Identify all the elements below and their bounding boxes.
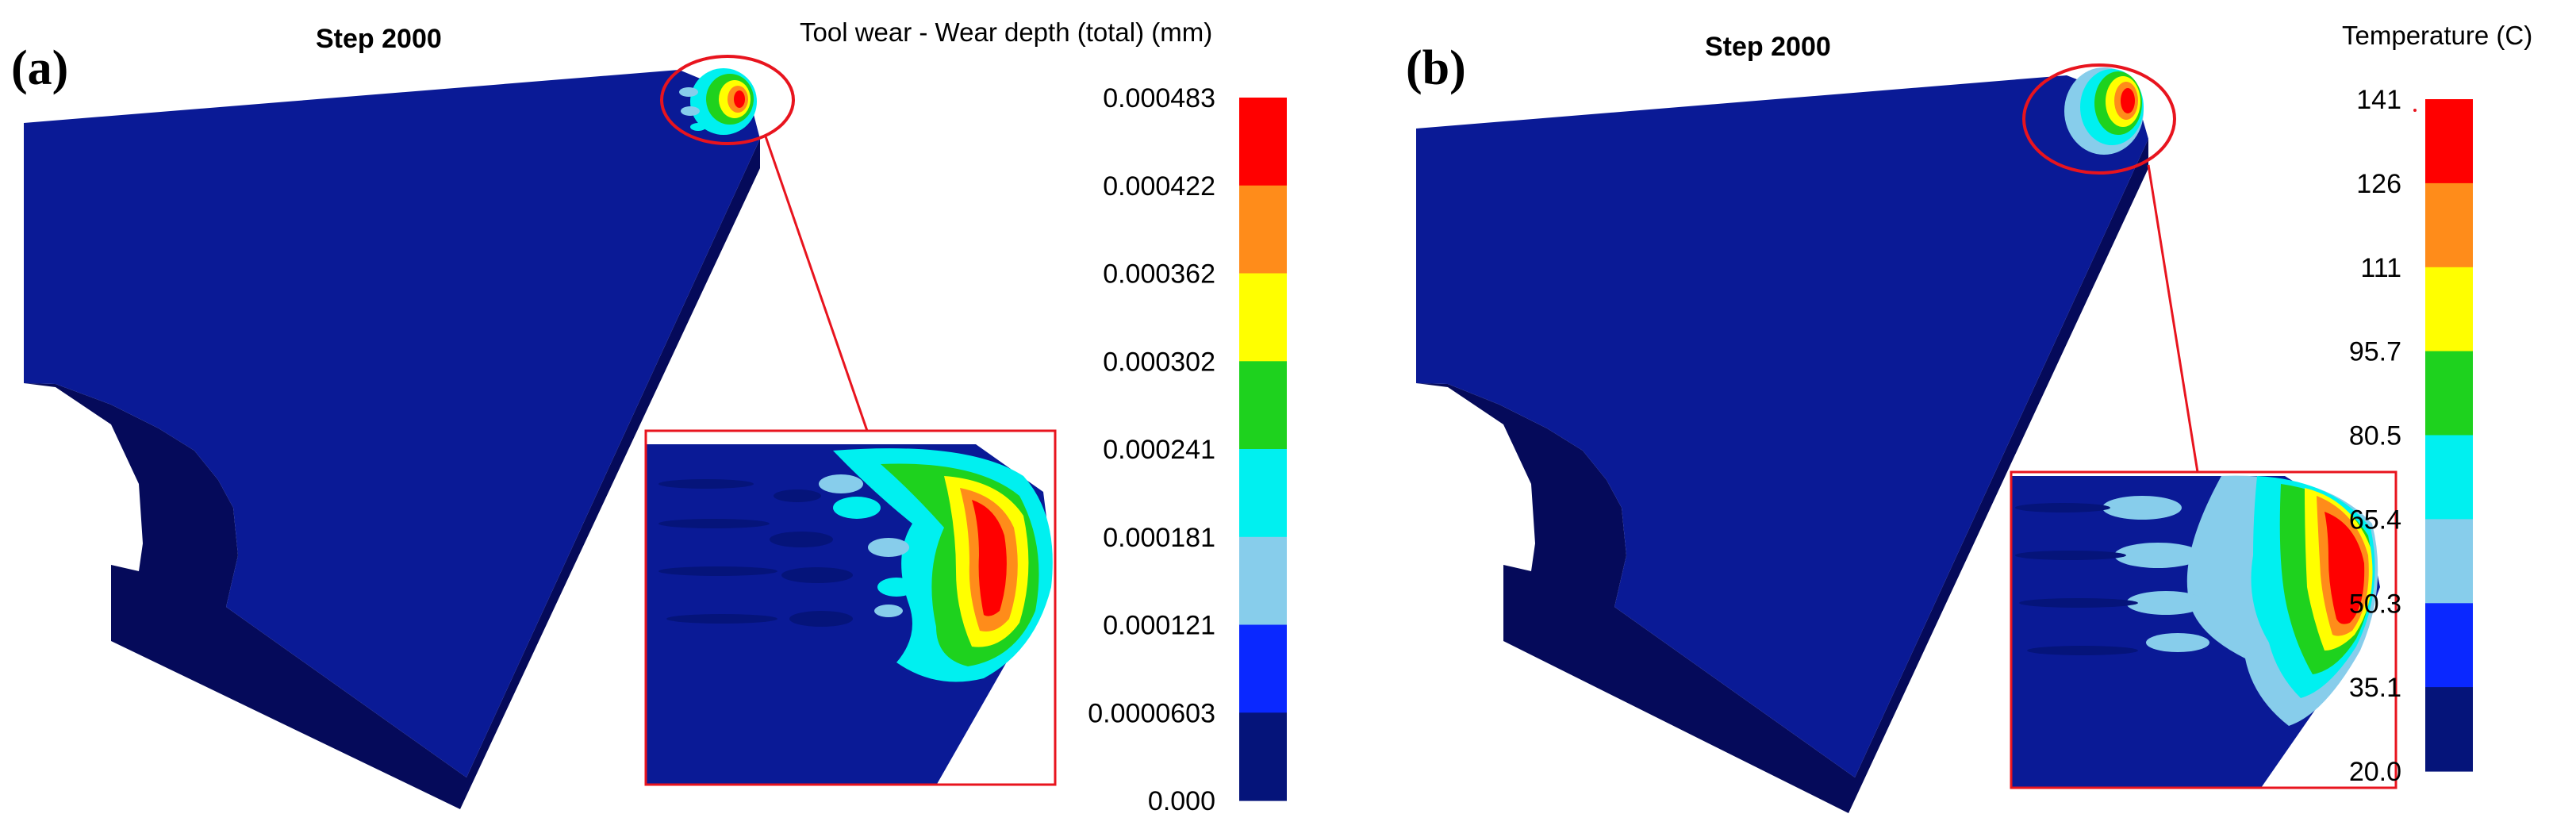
tick-label: 0.000241 <box>1103 435 1215 465</box>
step-label-a: Step 2000 <box>316 24 442 54</box>
tick-label: 111 <box>2360 253 2401 283</box>
legend-title-b: Temperature (C) <box>2342 21 2532 50</box>
panel-label-b: (b) <box>1406 41 1466 95</box>
tick-label: 0.000181 <box>1103 523 1215 553</box>
color-bar-b <box>2425 99 2473 772</box>
tick-label: 126 <box>2356 169 2401 199</box>
tick-label: 80.5 <box>2349 421 2401 451</box>
panel-a: (a) Step 2000 <box>11 17 1287 816</box>
legend-title-a: Tool wear - Wear depth (total) (mm) <box>800 17 1212 47</box>
tool-side-face-a <box>24 139 760 809</box>
tick-label: 20.0 <box>2349 757 2401 787</box>
tick-label: 0.000121 <box>1103 611 1215 641</box>
color-band <box>2425 351 2473 436</box>
stray-marker-dot <box>2413 109 2417 112</box>
color-bar-a <box>1239 98 1287 801</box>
color-band <box>1239 98 1287 186</box>
tick-label: 65.4 <box>2349 505 2401 535</box>
tick-label: 0.000422 <box>1103 171 1215 202</box>
wear-contour-a <box>679 68 757 135</box>
highlight-circle-a <box>660 55 795 145</box>
color-band <box>2425 182 2473 268</box>
color-band <box>1239 185 1287 274</box>
tick-label: 0.000302 <box>1103 347 1215 377</box>
color-band <box>1239 536 1287 626</box>
panel-label-a: (a) <box>11 41 68 95</box>
color-band <box>2425 267 2473 352</box>
tool-model-b <box>1416 63 2417 813</box>
color-band <box>2425 435 2473 520</box>
color-band <box>1239 361 1287 450</box>
color-band <box>2425 519 2473 604</box>
color-band <box>2425 99 2473 184</box>
callout-line-a <box>764 136 869 432</box>
legend-b: Temperature (C) 141 126 111 95.7 80.5 65… <box>2342 21 2532 787</box>
tick-labels-b: 141 126 111 95.7 80.5 65.4 50.3 35.1 20.… <box>2349 85 2401 787</box>
color-band <box>2425 687 2473 772</box>
zoom-inset-b <box>2010 470 2397 789</box>
tick-label: 141 <box>2356 85 2401 115</box>
tool-top-face-a <box>24 70 760 777</box>
tick-label: 95.7 <box>2349 337 2401 367</box>
tick-label: 0.000483 <box>1103 83 1215 113</box>
tick-label: 0.000 <box>1148 786 1215 816</box>
step-label-b: Step 2000 <box>1705 32 1831 62</box>
tick-labels-a: 0.000483 0.000422 0.000362 0.000302 0.00… <box>1088 83 1215 816</box>
tick-label: 0.000362 <box>1103 259 1215 290</box>
panel-b: (b) Step 2000 <box>1406 21 2532 813</box>
tool-model-a <box>24 55 869 809</box>
color-band <box>1239 449 1287 538</box>
color-band <box>1239 273 1287 362</box>
tick-label: 0.0000603 <box>1088 698 1215 728</box>
zoom-inset-a <box>644 429 1057 786</box>
legend-a: Tool wear - Wear depth (total) (mm) 0.00… <box>800 17 1287 816</box>
highlight-circle-b <box>2022 63 2176 175</box>
callout-line-b <box>2147 164 2199 473</box>
color-band <box>2425 603 2473 688</box>
tick-label: 50.3 <box>2349 589 2401 619</box>
temperature-contour-b <box>2064 67 2144 155</box>
tick-label: 35.1 <box>2349 673 2401 703</box>
tool-side-face-b <box>1416 139 2148 813</box>
color-band <box>1239 624 1287 713</box>
tool-top-face-b <box>1416 75 2148 777</box>
color-band <box>1239 712 1287 801</box>
